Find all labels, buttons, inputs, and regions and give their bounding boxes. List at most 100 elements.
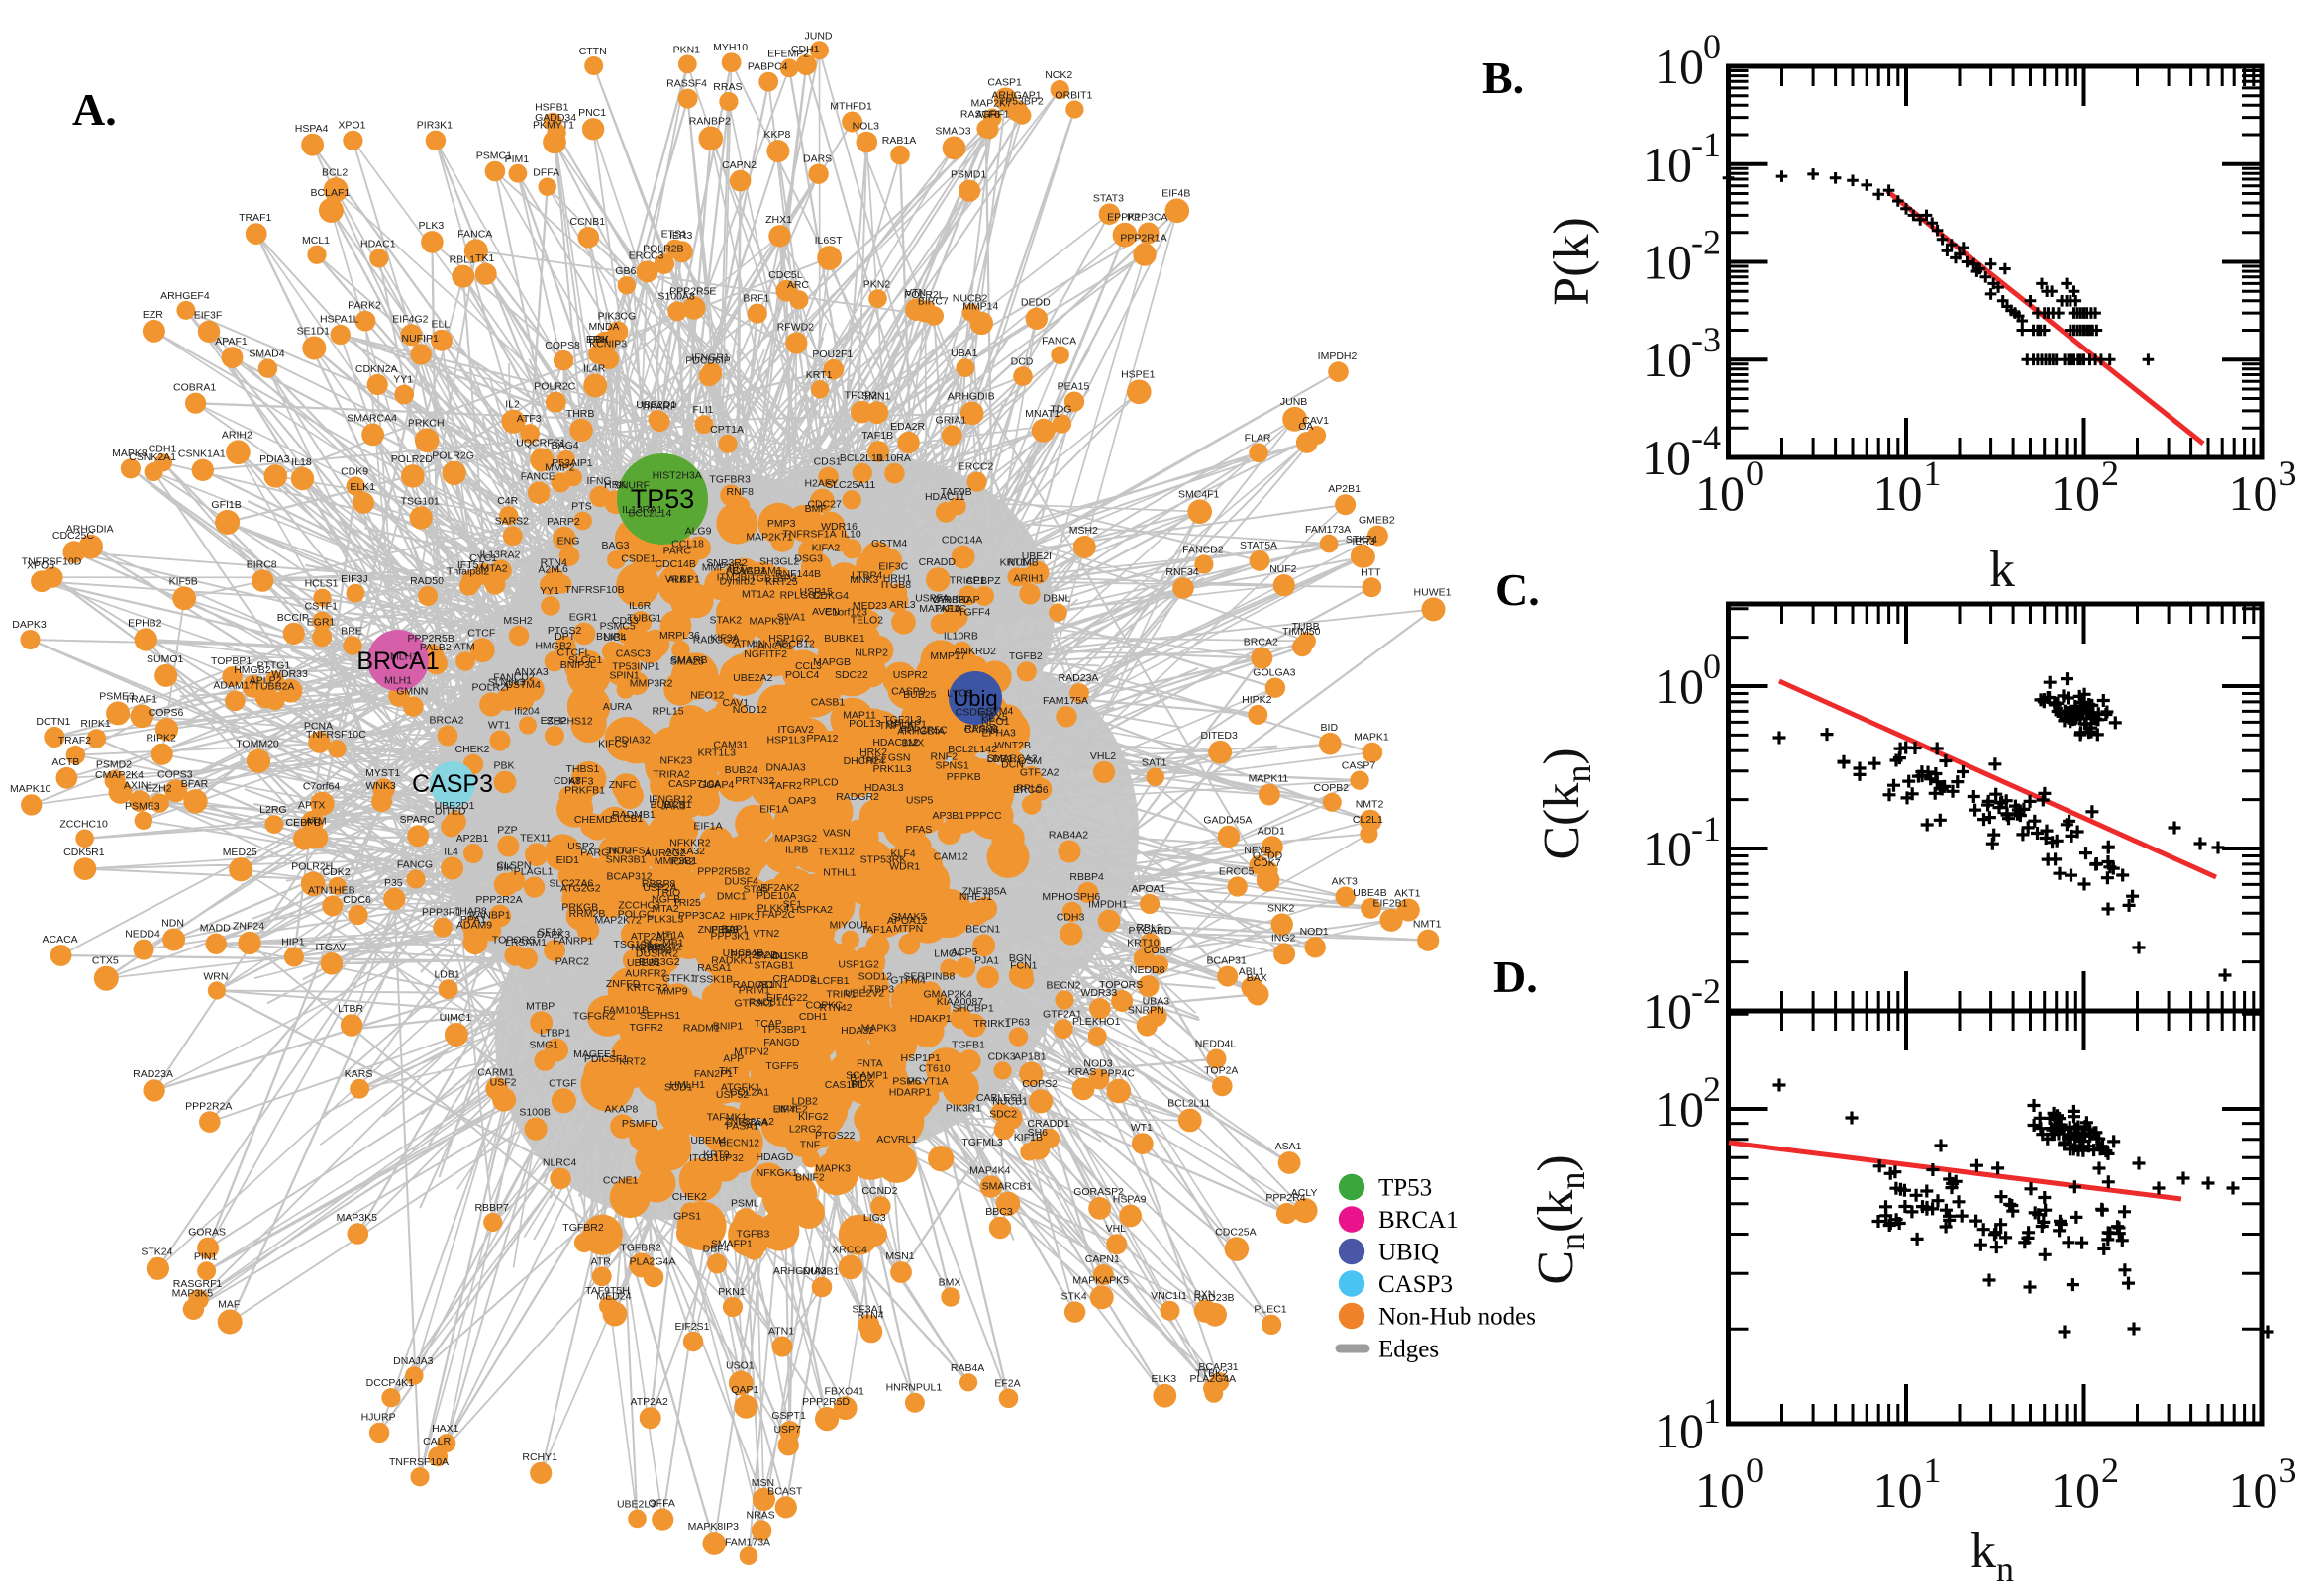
svg-text:TOMM20: TOMM20 xyxy=(236,739,279,750)
svg-text:DHCR24: DHCR24 xyxy=(844,755,885,767)
svg-text:POLR2D: POLR2D xyxy=(391,453,433,465)
svg-text:ITM2B: ITM2B xyxy=(717,571,748,583)
svg-text:SERPINB8: SERPINB8 xyxy=(903,970,955,982)
svg-text:USP7: USP7 xyxy=(773,1424,801,1436)
svg-text:MT1A: MT1A xyxy=(656,930,684,942)
svg-text:TP53: TP53 xyxy=(631,484,695,514)
svg-text:GOLGA3: GOLGA3 xyxy=(1253,667,1295,679)
svg-text:RPLCD: RPLCD xyxy=(803,777,839,789)
svg-text:MAGEE1: MAGEE1 xyxy=(573,1048,617,1060)
svg-text:CYC1: CYC1 xyxy=(469,552,497,564)
svg-text:CDC14A: CDC14A xyxy=(942,535,982,547)
svg-text:ORBIT1: ORBIT1 xyxy=(1055,90,1092,102)
svg-text:CASP710A: CASP710A xyxy=(668,778,721,790)
svg-text:BCLAF1: BCLAF1 xyxy=(311,187,351,199)
svg-text:TEX11: TEX11 xyxy=(520,832,551,844)
svg-text:ERCC2: ERCC2 xyxy=(959,461,994,473)
svg-text:BMX: BMX xyxy=(902,737,925,748)
svg-text:BRCA2: BRCA2 xyxy=(1244,637,1278,648)
svg-text:UBEB1: UBEB1 xyxy=(627,957,661,969)
svg-text:EPHB2: EPHB2 xyxy=(128,617,162,629)
svg-text:HSP1P1: HSP1P1 xyxy=(901,1052,941,1064)
svg-text:KRAS: KRAS xyxy=(1068,1066,1097,1078)
svg-text:CASP1: CASP1 xyxy=(987,77,1022,89)
svg-text:WNK3: WNK3 xyxy=(365,780,395,792)
svg-text:CDC25C: CDC25C xyxy=(52,530,94,542)
svg-text:ZCCHC8: ZCCHC8 xyxy=(618,900,660,912)
svg-text:GSPT1: GSPT1 xyxy=(771,1410,806,1422)
svg-text:PRK1L3: PRK1L3 xyxy=(873,763,912,775)
svg-text:FBXO41: FBXO41 xyxy=(825,1385,864,1397)
svg-text:PLA2G4A: PLA2G4A xyxy=(630,1256,676,1268)
svg-text:MADD: MADD xyxy=(200,923,231,935)
svg-text:SNURF: SNURF xyxy=(614,480,650,492)
svg-text:KKP8: KKP8 xyxy=(763,129,790,141)
svg-text:NUMB1: NUMB1 xyxy=(803,1266,840,1278)
svg-text:10: 10 xyxy=(2051,1462,2100,1518)
svg-text:RRAS: RRAS xyxy=(713,81,742,93)
svg-text:FNTA: FNTA xyxy=(857,1057,883,1069)
svg-text:HCLS1: HCLS1 xyxy=(305,578,339,590)
svg-text:CT610: CT610 xyxy=(919,1063,951,1075)
svg-text:ENG: ENG xyxy=(557,535,580,547)
svg-text:DITED: DITED xyxy=(435,805,466,817)
svg-text:ITGAV2: ITGAV2 xyxy=(777,724,814,736)
svg-text:TNFRSF10B: TNFRSF10B xyxy=(565,584,625,596)
svg-text:EFEMP2: EFEMP2 xyxy=(767,48,809,59)
svg-text:GADD34: GADD34 xyxy=(535,112,576,124)
svg-text:CAS1P1: CAS1P1 xyxy=(825,1079,864,1091)
svg-text:KRT14: KRT14 xyxy=(1000,556,1033,568)
svg-text:TUBB2A: TUBB2A xyxy=(254,681,295,693)
svg-text:TAF9T5H: TAF9T5H xyxy=(585,1285,630,1297)
svg-text:MLH1: MLH1 xyxy=(384,674,412,686)
svg-text:CDKN2A: CDKN2A xyxy=(355,363,398,375)
svg-text:GSTM4: GSTM4 xyxy=(871,538,907,549)
svg-text:BCL2L142: BCL2L142 xyxy=(948,744,997,755)
svg-text:EIF4B: EIF4B xyxy=(1162,188,1190,200)
svg-text:SMG1: SMG1 xyxy=(529,1040,558,1051)
svg-text:LDB1: LDB1 xyxy=(987,753,1013,765)
svg-text:PALB2: PALB2 xyxy=(420,642,452,653)
svg-text:UBE2V2: UBE2V2 xyxy=(845,987,884,999)
svg-text:CDH3: CDH3 xyxy=(1057,912,1085,924)
svg-text:PIK3R1: PIK3R1 xyxy=(946,1103,981,1115)
svg-text:RPLKP1: RPLKP1 xyxy=(887,719,927,731)
svg-text:NRAS: NRAS xyxy=(747,1509,775,1521)
svg-text:ELL: ELL xyxy=(432,319,451,331)
svg-text:MMP2: MMP2 xyxy=(545,461,574,473)
svg-text:GTFK1: GTFK1 xyxy=(662,972,696,984)
svg-text:IMPDH1: IMPDH1 xyxy=(1088,899,1128,911)
svg-text:SNR3B1: SNR3B1 xyxy=(606,853,647,865)
svg-text:DNAJA3: DNAJA3 xyxy=(393,1355,433,1367)
svg-text:COPS3: COPS3 xyxy=(157,768,193,780)
svg-text:UBE2L3: UBE2L3 xyxy=(617,1499,656,1511)
svg-text:MYST1: MYST1 xyxy=(365,767,400,779)
svg-text:ACVRL1: ACVRL1 xyxy=(876,1134,917,1146)
svg-text:EID1: EID1 xyxy=(556,854,580,866)
svg-text:SMAD3: SMAD3 xyxy=(935,126,970,138)
svg-text:CTTN: CTTN xyxy=(579,46,607,57)
svg-text:ARIH1: ARIH1 xyxy=(1014,572,1045,584)
svg-text:NEDD4: NEDD4 xyxy=(125,929,160,941)
svg-text:BFAR: BFAR xyxy=(181,778,209,790)
svg-text:RADMB1: RADMB1 xyxy=(612,809,656,821)
svg-text:C1orf123: C1orf123 xyxy=(825,607,867,619)
svg-text:NUF2: NUF2 xyxy=(1269,563,1297,575)
svg-text:MNAT1: MNAT1 xyxy=(1025,408,1060,420)
svg-text:CCL18: CCL18 xyxy=(671,539,704,550)
svg-text:10: 10 xyxy=(1655,1081,1704,1137)
svg-text:SIVA1: SIVA1 xyxy=(777,612,806,624)
svg-text:DUSF4: DUSF4 xyxy=(724,875,758,887)
svg-text:ARIH2: ARIH2 xyxy=(222,429,252,441)
svg-text:EZH2: EZH2 xyxy=(541,715,567,727)
svg-text:CLSPN: CLSPN xyxy=(496,860,531,872)
svg-text:0: 0 xyxy=(1746,453,1764,493)
svg-text:3: 3 xyxy=(2279,453,2297,493)
svg-text:PPPKB: PPPKB xyxy=(947,771,981,783)
svg-text:TP53BP1: TP53BP1 xyxy=(762,1024,807,1036)
svg-text:ATGFK1: ATGFK1 xyxy=(721,1082,760,1094)
svg-text:SMAD4: SMAD4 xyxy=(249,349,284,360)
svg-text:RANBP1: RANBP1 xyxy=(469,910,511,922)
svg-text:ANKRD2: ANKRD2 xyxy=(954,646,996,657)
svg-text:ATM: ATM xyxy=(454,641,474,652)
